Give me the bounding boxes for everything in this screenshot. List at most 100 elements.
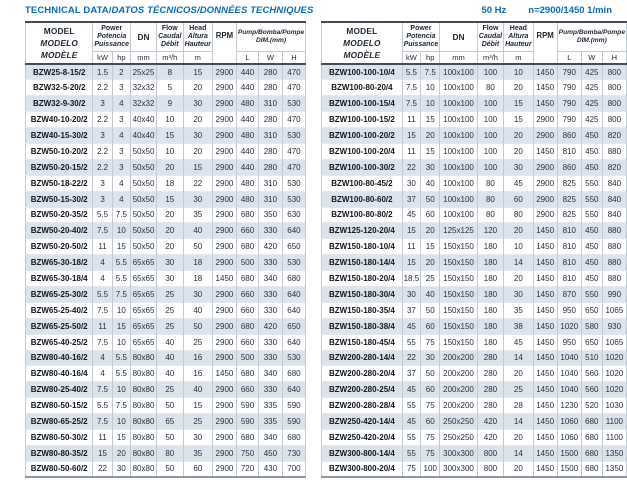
cell-head: 60 bbox=[183, 460, 214, 478]
table-row: BZW150-180-20/4 18.5 25 150x150 180 20 1450 810… bbox=[321, 270, 627, 287]
table-row: BZW150-180-14/4 15 20 150x150 180 14 1450 810 45… bbox=[321, 254, 627, 271]
cell-dim-w: 420 bbox=[258, 238, 283, 255]
cell-dn: 80x80 bbox=[130, 460, 157, 478]
cell-dim-l: 1040 bbox=[557, 381, 582, 398]
cell-hp: 60 bbox=[420, 317, 441, 335]
cell-dim-l: 810 bbox=[557, 238, 582, 255]
cell-dim-l: 440 bbox=[236, 142, 260, 160]
cell-flow: 20 bbox=[156, 158, 184, 176]
table-row: BZW65-25-50/2 11 15 65x65 25 50 2900 680 420 650 bbox=[25, 317, 307, 335]
cell-hp: 20 bbox=[420, 222, 441, 239]
cell-head: 80 bbox=[503, 206, 534, 223]
cell-dim-h: 650 bbox=[282, 238, 307, 255]
cell-dn: 150x150 bbox=[439, 285, 478, 303]
cell-head: 14 bbox=[503, 254, 534, 271]
table-row: BZW65-30-18/2 4 5.5 65x65 30 18 2900 500 330 530 bbox=[25, 254, 307, 271]
table-row: BZW65-25-30/2 5.5 7.5 65x65 25 30 2900 660 330 64… bbox=[25, 285, 307, 303]
cell-model: BZW50-15-30/2 bbox=[25, 190, 94, 208]
cell-rpm: 2900 bbox=[212, 317, 237, 335]
cell-head: 20 bbox=[503, 365, 534, 382]
cell-rpm: 2900 bbox=[212, 79, 237, 96]
cell-dn: 150x150 bbox=[439, 301, 478, 319]
cell-flow: 50 bbox=[156, 397, 184, 414]
cell-flow: 80 bbox=[477, 190, 505, 208]
cell-kw: 37 bbox=[402, 365, 422, 382]
table-row: BZW150-180-38/4 45 60 150x150 180 38 1450 1020 5… bbox=[321, 317, 627, 335]
cell-hp: 10 bbox=[112, 381, 132, 398]
cell-head: 20 bbox=[503, 127, 534, 144]
cell-dim-h: 530 bbox=[282, 95, 307, 112]
cell-kw: 5.5 bbox=[402, 63, 422, 80]
cell-dn: 65x65 bbox=[130, 317, 157, 335]
cell-rpm: 2900 bbox=[212, 285, 237, 303]
cell-model: BZW100-80-20/4 bbox=[321, 79, 403, 96]
cell-model: BZW150-180-14/4 bbox=[321, 254, 403, 271]
cell-dn: 100x100 bbox=[439, 174, 478, 192]
cell-dn: 100x100 bbox=[439, 158, 478, 176]
cell-rpm: 2900 bbox=[212, 301, 237, 319]
table-row: BZW80-40-16/2 4 5.5 80x80 40 16 2900 500 330 530 bbox=[25, 349, 307, 366]
cell-head: 30 bbox=[183, 127, 214, 144]
cell-dim-w: 330 bbox=[258, 222, 283, 239]
cell-hp: 75 bbox=[420, 428, 441, 446]
cell-hp: 75 bbox=[420, 397, 441, 414]
cell-model: BZW125-120-20/4 bbox=[321, 222, 403, 239]
cell-head: 20 bbox=[503, 79, 534, 96]
cell-model: BZW50-10-20/2 bbox=[25, 142, 94, 160]
cell-dim-h: 700 bbox=[282, 460, 307, 478]
column-header-model: MODEL MODELO MODÈLE bbox=[321, 22, 403, 64]
cell-hp: 50 bbox=[420, 365, 441, 382]
cell-hp: 3 bbox=[112, 79, 132, 96]
cell-model: BZW50-20-15/2 bbox=[25, 158, 94, 176]
cell-head: 20 bbox=[183, 79, 214, 96]
cell-flow: 800 bbox=[477, 444, 505, 462]
unit-m: m bbox=[183, 50, 214, 64]
cell-model: BZW40-15-30/2 bbox=[25, 127, 94, 144]
cell-head: 16 bbox=[183, 365, 214, 382]
cell-kw: 5.5 bbox=[92, 206, 113, 223]
cell-head: 20 bbox=[503, 222, 534, 239]
cell-hp: 3 bbox=[112, 142, 132, 160]
cell-dim-h: 800 bbox=[602, 63, 627, 80]
cell-kw: 1.5 bbox=[92, 63, 113, 80]
cell-flow: 180 bbox=[477, 270, 505, 287]
cell-dim-w: 310 bbox=[258, 190, 283, 208]
cell-dim-l: 825 bbox=[557, 174, 582, 192]
cell-model: BZW80-80-35/2 bbox=[25, 444, 94, 462]
cell-flow: 100 bbox=[477, 63, 505, 80]
cell-dim-h: 530 bbox=[282, 190, 307, 208]
cell-model: BZW65-40-25/2 bbox=[25, 333, 94, 351]
table-row: BZW250-420-20/4 55 75 250x250 420 20 1450 1060 6… bbox=[321, 428, 627, 446]
cell-rpm: 2900 bbox=[212, 349, 237, 366]
cell-head: 10 bbox=[503, 238, 534, 255]
cell-kw: 45 bbox=[402, 413, 422, 430]
unit-kw: kW bbox=[92, 50, 113, 64]
cell-dn: 50x50 bbox=[130, 174, 157, 192]
table-row: BZW125-120-20/4 15 20 125x125 120 20 1450 810 45… bbox=[321, 222, 627, 239]
cell-model: BZW50-18-22/2 bbox=[25, 174, 94, 192]
cell-rpm: 2900 bbox=[212, 95, 237, 112]
cell-hp: 20 bbox=[420, 127, 441, 144]
cell-dn: 300x300 bbox=[439, 460, 478, 478]
cell-flow: 10 bbox=[156, 111, 184, 128]
cell-hp: 4 bbox=[112, 95, 132, 112]
cell-head: 25 bbox=[183, 413, 214, 430]
cell-rpm: 2900 bbox=[212, 158, 237, 176]
cell-dim-w: 550 bbox=[581, 174, 603, 192]
cell-rpm: 2900 bbox=[212, 444, 237, 462]
cell-flow: 15 bbox=[156, 190, 184, 208]
table-row: BZW40-15-30/2 3 4 40x40 15 30 2900 480 310 530 bbox=[25, 127, 307, 144]
cell-head: 14 bbox=[503, 413, 534, 430]
cell-head: 40 bbox=[183, 301, 214, 319]
cell-dim-l: 810 bbox=[557, 254, 582, 271]
cell-dim-h: 1020 bbox=[602, 381, 627, 398]
cell-dn: 50x50 bbox=[130, 238, 157, 255]
cell-dim-w: 430 bbox=[258, 460, 283, 478]
cell-model: BZW65-30-18/2 bbox=[25, 254, 94, 271]
cell-rpm: 1450 bbox=[533, 301, 558, 319]
cell-dn: 65x65 bbox=[130, 254, 157, 271]
cell-hp: 30 bbox=[420, 158, 441, 176]
cell-rpm: 1450 bbox=[533, 317, 558, 335]
cell-flow: 25 bbox=[156, 285, 184, 303]
cell-model: BZW65-25-30/2 bbox=[25, 285, 94, 303]
